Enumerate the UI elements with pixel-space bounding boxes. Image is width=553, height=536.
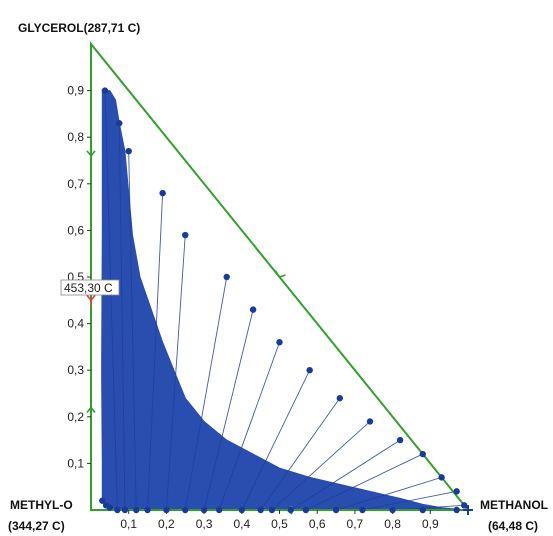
y-tick-label: 0,9 xyxy=(67,84,84,98)
equilibrium-point-upper xyxy=(453,488,460,495)
equilibrium-point-upper xyxy=(306,367,313,374)
y-tick-label: 0,2 xyxy=(67,410,84,424)
x-tick-label: 0,4 xyxy=(233,517,250,531)
x-tick-label: 0,8 xyxy=(384,517,401,531)
equilibrium-point-upper xyxy=(159,189,166,197)
x-tick-label: 0,1 xyxy=(120,517,137,531)
x-tick-label: 0,5 xyxy=(271,517,288,531)
equilibrium-point-upper xyxy=(396,436,404,444)
two-phase-envelope xyxy=(101,90,465,511)
y-tick-label: 0,8 xyxy=(67,130,84,144)
equilibrium-point-lower xyxy=(359,506,366,514)
vertex-label-methanol: METHANOL xyxy=(480,498,548,512)
equilibrium-point-lower xyxy=(121,506,129,514)
y-tick-label: 0,1 xyxy=(67,456,84,470)
equilibrium-point-lower xyxy=(268,506,276,514)
equilibrium-point-lower xyxy=(114,506,121,514)
tie-line xyxy=(184,276,228,511)
equilibrium-point-lower xyxy=(163,506,170,514)
equilibrium-point-corner xyxy=(99,497,106,504)
equilibrium-point-lower xyxy=(182,506,189,514)
tie-line xyxy=(271,421,371,511)
equilibrium-point-upper xyxy=(276,339,283,346)
equilibrium-point-lower xyxy=(419,506,426,514)
equilibrium-point-upper xyxy=(336,394,344,402)
equilibrium-point-lower xyxy=(238,506,245,514)
tie-line xyxy=(290,439,401,511)
equilibrium-point-upper xyxy=(101,87,109,94)
y-tick-label: 0,3 xyxy=(67,363,84,377)
equilibrium-point-lower xyxy=(133,506,140,514)
methanol-vertex-marker xyxy=(463,505,473,515)
equilibrium-point-lower xyxy=(302,506,310,514)
tie-line xyxy=(335,476,442,511)
equilibrium-point-corner xyxy=(106,504,114,511)
tie-line xyxy=(104,90,118,511)
arrow-hypotenuse xyxy=(274,270,286,278)
annotation-box xyxy=(60,279,120,296)
tie-lines xyxy=(104,90,465,511)
equilibrium-point-lower xyxy=(215,506,223,514)
x-tick-label: 0,9 xyxy=(422,517,439,531)
x-tick-label: 0,6 xyxy=(309,517,326,531)
x-tick-label: 0,2 xyxy=(158,517,175,531)
tie-line xyxy=(165,235,186,511)
tie-line xyxy=(147,193,164,511)
two-phase-region xyxy=(101,90,465,511)
tie-line xyxy=(305,453,423,511)
equilibrium-point-upper xyxy=(461,502,468,509)
tie-line xyxy=(260,397,341,511)
vertex-label-methyl-o: METHYL-O xyxy=(10,498,73,512)
tie-line xyxy=(218,342,280,511)
tie-line xyxy=(118,123,126,511)
y-tick-label: 0,4 xyxy=(67,317,84,331)
tie-line xyxy=(241,370,311,511)
equilibrium-point-lower xyxy=(287,506,295,514)
x-tick-label: 0,3 xyxy=(196,517,213,531)
equilibrium-point-lower xyxy=(389,506,396,514)
arrow-left-edge-up xyxy=(86,406,96,413)
equilibrium-point-lower xyxy=(332,506,340,514)
equilibrium-point-lower xyxy=(200,506,208,514)
y-tick-label: 0,6 xyxy=(67,223,84,237)
equilibrium-point-lower xyxy=(257,506,264,514)
tie-line xyxy=(362,490,457,511)
equilibrium-point-upper xyxy=(419,450,426,458)
equilibrium-point-lower xyxy=(453,506,460,514)
equilibrium-point-upper xyxy=(182,231,189,239)
y-tick-label: 0,7 xyxy=(67,177,84,191)
vertex-label-glycerol: GLYCEROL(287,71 C) xyxy=(18,21,140,35)
data-points xyxy=(99,87,473,515)
azeotrope-marker xyxy=(86,294,96,306)
equilibrium-point-upper xyxy=(249,306,257,313)
tie-line xyxy=(128,151,137,511)
vertex-label-methanol-temp: (64,48 C) xyxy=(488,519,538,533)
equilibrium-point-lower xyxy=(144,506,151,514)
azeotrope-temperature-label: 453,30 C xyxy=(64,281,113,295)
equilibrium-point-upper xyxy=(125,147,132,155)
axis-ticks: 0,1 0,2 0,3 0,4 0,5 0,6 0,7 0,8 0,9 0,1 0,2 0,3 0,4 0… xyxy=(67,84,439,531)
x-tick-label: 0,7 xyxy=(347,517,364,531)
equilibrium-point-upper xyxy=(223,273,230,281)
vertex-label-methyl-o-temp: (344,27 C) xyxy=(8,519,65,533)
equilibrium-point-upper xyxy=(116,120,123,127)
arrow-left-edge-down xyxy=(86,150,96,158)
equilibrium-point-upper xyxy=(438,474,445,481)
equilibrium-point-upper xyxy=(366,418,374,425)
tie-line xyxy=(203,309,254,511)
